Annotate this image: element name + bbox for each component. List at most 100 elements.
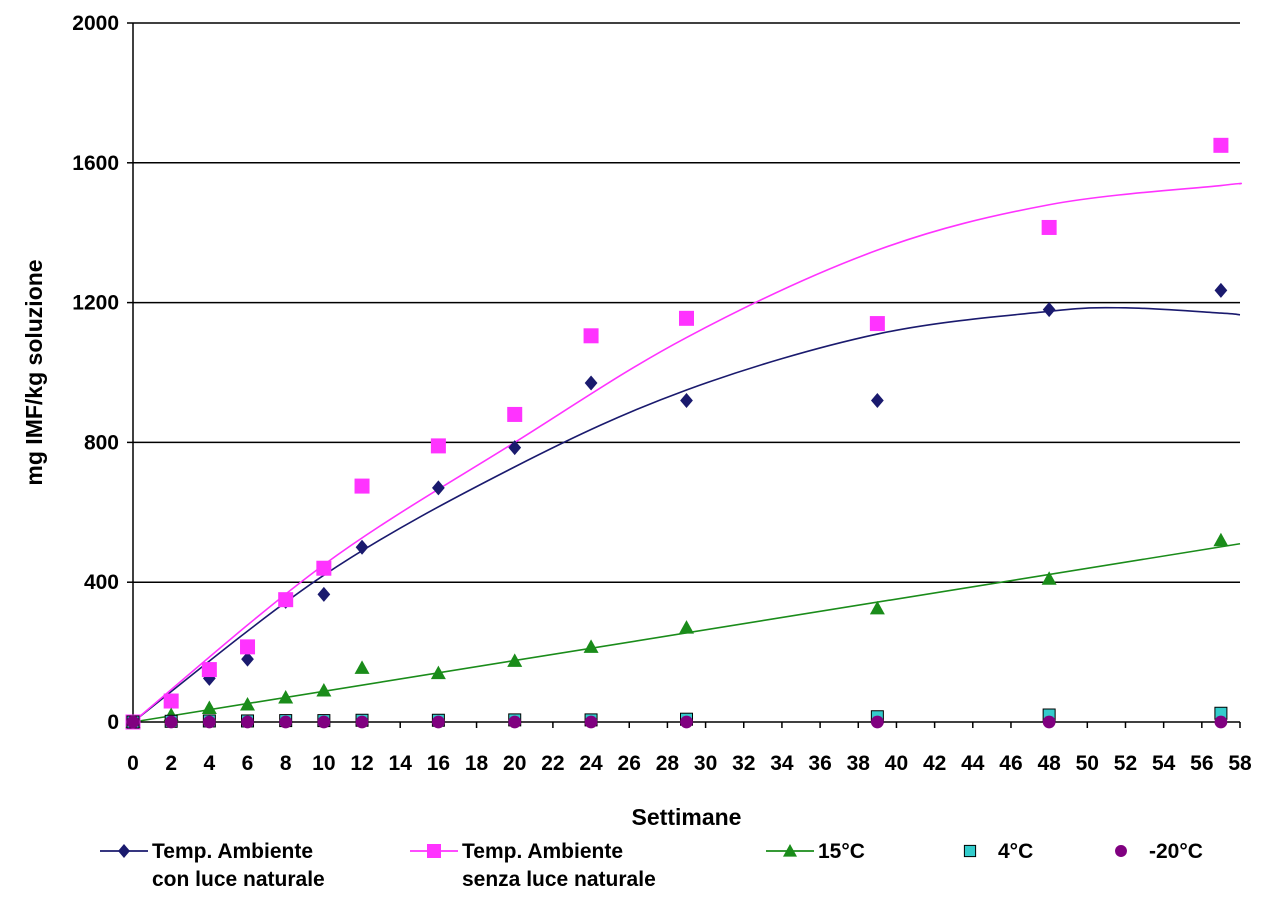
point-s4-12	[1042, 715, 1056, 729]
point-s4-1	[164, 715, 178, 729]
x-tick-label: 46	[999, 752, 1022, 775]
point-s1-8	[507, 406, 523, 422]
y-tick-label: 2000	[72, 12, 119, 35]
x-tick-label: 54	[1152, 752, 1176, 775]
point-s1-1	[163, 693, 179, 709]
x-tick-label: 10	[312, 752, 335, 775]
legend-item-2: 15°C	[766, 840, 865, 863]
x-tick-label: 0	[127, 752, 139, 775]
point-s2-2	[201, 700, 217, 715]
x-tick-label: 32	[732, 752, 755, 775]
point-s0-11	[870, 392, 884, 408]
point-s0-7	[432, 480, 445, 496]
x-tick-label: 50	[1076, 752, 1099, 775]
point-s1-2	[201, 662, 217, 678]
trendline-0	[132, 306, 1241, 723]
x-tick-label: 28	[656, 752, 680, 775]
x-tick-label: 12	[350, 752, 373, 775]
legend-item-0: Temp. Ambiente con luce naturale	[100, 840, 325, 891]
point-s2-5	[316, 683, 332, 697]
point-s1-10	[679, 310, 694, 326]
point-s4-7	[432, 715, 445, 729]
point-s1-12	[1041, 219, 1057, 235]
point-s4-11	[870, 715, 884, 729]
point-s2-4	[278, 690, 294, 704]
y-tick-label: 800	[84, 431, 119, 454]
point-s1-9	[583, 328, 599, 344]
x-tick-label: 20	[503, 752, 526, 775]
x-tick-label: 16	[427, 752, 450, 775]
point-s0-8	[508, 440, 522, 456]
x-tick-label: 8	[280, 752, 292, 775]
x-axis-label: Settimane	[632, 804, 742, 830]
point-s4-10	[680, 715, 693, 729]
legend-item-4: -20°C	[1115, 840, 1203, 863]
x-tick-label: 58	[1228, 752, 1252, 775]
point-s0-9	[584, 375, 598, 391]
legend-label-0-line2: con luce naturale	[152, 868, 325, 891]
point-s2-9	[583, 639, 599, 653]
y-axis-label: mg IMF/kg soluzione	[21, 259, 47, 485]
x-tick-label: 52	[1114, 752, 1137, 775]
legend-marker-3	[963, 844, 977, 858]
x-tick-labels: 0 2 4 6 8 10 12 14 16 18 20 22 24 26 28 30 32 34 36 38 40 42 4…	[127, 752, 1252, 775]
x-tick-label: 22	[541, 752, 564, 775]
point-s1-4	[278, 592, 294, 608]
y-tick-label: 0	[107, 711, 119, 734]
x-tick-label: 18	[465, 752, 489, 775]
point-s1-13	[1213, 137, 1229, 153]
x-tick-label: 4	[204, 752, 216, 775]
x-tick-label: 14	[389, 752, 413, 775]
x-tick-label: 48	[1037, 752, 1061, 775]
data-points	[125, 137, 1229, 730]
legend-marker-0	[118, 844, 130, 858]
point-s2-6	[354, 660, 370, 674]
legend-label-1: Temp. Ambiente	[462, 840, 623, 863]
point-s2-12	[1041, 571, 1057, 585]
trendline-1	[132, 182, 1242, 723]
point-s4-13	[1214, 715, 1228, 729]
y-tick-labels: 0 400 800 1200 1600 2000	[72, 12, 119, 734]
point-s4-9	[584, 715, 598, 729]
gridlines	[133, 22, 1240, 583]
x-tick-label: 26	[618, 752, 641, 775]
point-s2-3	[240, 697, 256, 711]
point-s4-8	[508, 715, 522, 729]
point-s4-4	[279, 715, 293, 729]
point-s0-6	[355, 539, 369, 555]
x-tick-label: 34	[770, 752, 794, 775]
point-s4-3	[241, 715, 254, 729]
x-tick-label: 44	[961, 752, 985, 775]
point-s0-10	[680, 392, 693, 408]
legend-label-1-line2: senza luce naturale	[462, 868, 656, 891]
x-tick-label: 56	[1190, 752, 1213, 775]
point-s1-6	[354, 478, 370, 494]
x-tick-label: 42	[923, 752, 946, 775]
point-s2-13	[1213, 532, 1229, 547]
point-s1-3	[240, 639, 256, 655]
x-tick-label: 36	[808, 752, 831, 775]
legend-marker-4	[1115, 845, 1127, 857]
point-s4-0	[126, 715, 140, 729]
legend-item-3: 4°C	[963, 840, 1033, 863]
legend-marker-1	[427, 844, 441, 858]
y-tick-label: 1200	[72, 292, 119, 315]
point-s2-8	[507, 653, 523, 667]
legend-label-2: 15°C	[818, 840, 865, 863]
point-s1-11	[869, 316, 885, 332]
axes	[127, 22, 1241, 728]
point-s1-7	[430, 438, 446, 454]
point-s4-6	[355, 715, 369, 729]
x-tick-label: 40	[885, 752, 908, 775]
legend-item-1: Temp. Ambiente senza luce naturale	[410, 840, 656, 891]
point-s2-7	[430, 665, 446, 680]
point-s2-10	[679, 620, 694, 634]
legend-label-0: Temp. Ambiente	[152, 840, 313, 863]
y-tick-label: 400	[84, 571, 119, 594]
point-s1-5	[316, 560, 332, 576]
x-tick-label: 24	[579, 752, 603, 775]
trendlines	[132, 182, 1242, 723]
x-tick-label: 30	[694, 752, 717, 775]
